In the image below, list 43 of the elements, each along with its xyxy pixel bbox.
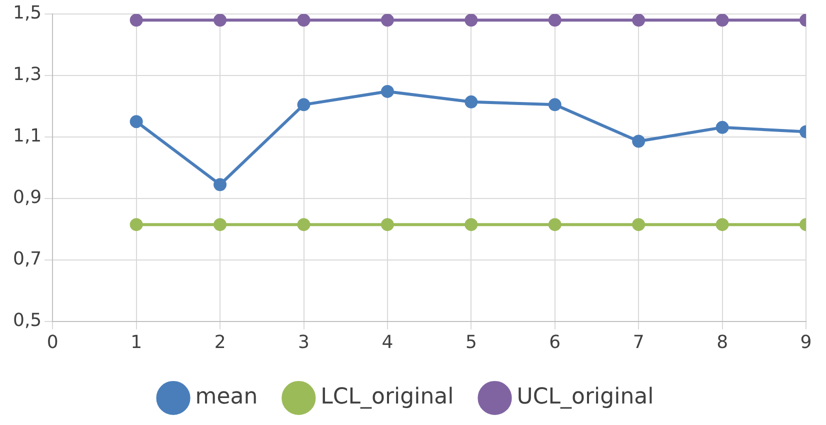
x-tick-label: 4 xyxy=(382,332,394,353)
point xyxy=(548,14,562,27)
point xyxy=(716,120,729,134)
y-tick-label: 0,5 xyxy=(12,310,42,332)
point xyxy=(632,218,646,232)
point xyxy=(548,218,562,232)
x-tick-label: 9 xyxy=(800,332,812,353)
legend-label: UCL_original xyxy=(516,384,654,410)
point xyxy=(380,218,394,232)
y-tick-label: 0,7 xyxy=(12,248,42,270)
point xyxy=(214,14,227,27)
point xyxy=(130,115,143,128)
point xyxy=(632,14,646,27)
x-tick-label: 5 xyxy=(465,332,477,353)
point xyxy=(464,95,478,108)
x-tick-label: 6 xyxy=(549,332,561,353)
point xyxy=(464,218,478,232)
point xyxy=(716,218,729,232)
y-tick-label: 1,5 xyxy=(12,2,42,24)
point xyxy=(380,14,394,27)
y-tick-label: 0,9 xyxy=(12,187,42,208)
x-tick-label: 2 xyxy=(214,332,226,353)
legend-label: mean xyxy=(195,384,258,410)
y-tick-label: 1,3 xyxy=(12,64,42,86)
point xyxy=(716,14,729,27)
point xyxy=(297,14,310,27)
point xyxy=(464,14,478,27)
legend-label: LCL_original xyxy=(320,384,454,410)
point xyxy=(297,218,310,232)
point xyxy=(297,98,310,112)
point xyxy=(214,178,227,192)
x-tick-label: 7 xyxy=(632,332,644,353)
point xyxy=(548,98,562,112)
x-tick-label: 0 xyxy=(46,332,58,353)
x-tick-label: 1 xyxy=(130,332,142,353)
x-tick-label: 3 xyxy=(298,332,310,353)
y-tick-label: 1,1 xyxy=(12,126,42,147)
point xyxy=(380,84,394,98)
point xyxy=(130,218,143,232)
point xyxy=(130,14,143,27)
point xyxy=(632,134,646,148)
x-tick-label: 8 xyxy=(716,332,728,353)
point xyxy=(214,218,227,232)
